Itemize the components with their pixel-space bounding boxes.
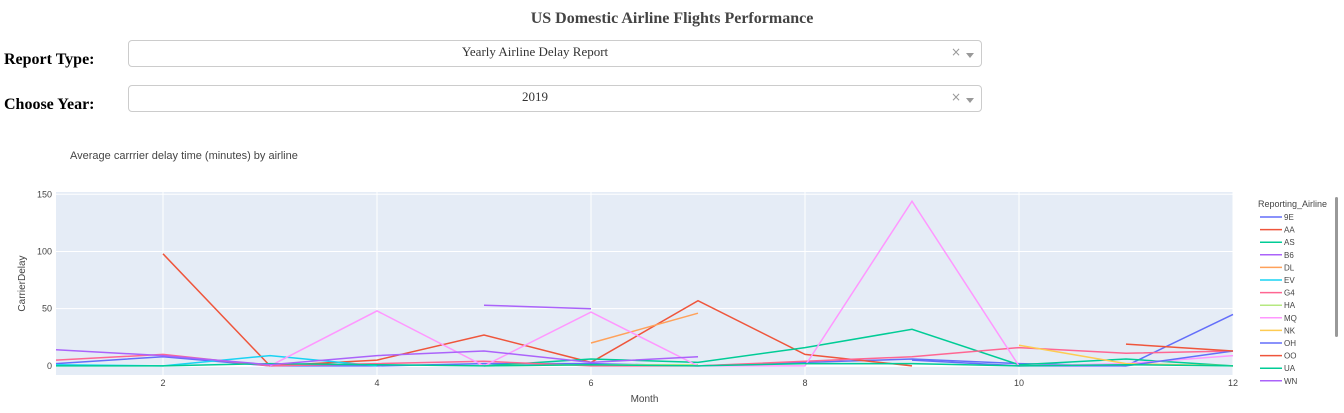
x-tick-label: 6 <box>588 378 593 388</box>
report-type-clear-icon[interactable]: × <box>950 45 961 59</box>
legend-item-ha: HA <box>1284 301 1296 310</box>
y-tick-label: 150 <box>37 189 52 199</box>
legend-item-oh: OH <box>1284 339 1296 348</box>
legend-scrollbar[interactable] <box>1335 197 1338 337</box>
legend-item-oo: OO <box>1284 352 1296 361</box>
x-tick-label: 2 <box>160 378 165 388</box>
series-line-wn <box>55 349 699 366</box>
report-type-label: Report Type: <box>4 51 95 68</box>
legend-title: Reporting_Airline <box>1258 199 1327 209</box>
legend-item-mq: MQ <box>1284 314 1297 323</box>
series-line-dl <box>590 312 699 344</box>
report-type-dropdown[interactable]: Yearly Airline Delay Report × <box>128 40 982 67</box>
legend-item-b6: B6 <box>1284 251 1294 260</box>
x-tick-label: 4 <box>374 378 379 388</box>
year-dropdown[interactable]: 2019 × <box>128 85 982 112</box>
y-tick-label: 50 <box>42 304 52 314</box>
y-tick-label: 0 <box>47 361 52 371</box>
x-tick-label: 8 <box>802 378 807 388</box>
year-clear-icon[interactable]: × <box>950 90 961 104</box>
x-tick-label: 10 <box>1014 378 1024 388</box>
report-type-chevron-down-icon[interactable] <box>966 53 974 58</box>
legend-item-as: AS <box>1284 238 1295 247</box>
page-title: US Domestic Airline Flights Performance <box>530 10 814 27</box>
series-line-oo <box>1125 343 1234 352</box>
plot-background <box>56 192 1233 375</box>
report-type-value: Yearly Airline Delay Report <box>461 44 609 59</box>
legend-item-aa: AA <box>1284 226 1295 235</box>
year-label: Choose Year: <box>4 96 95 113</box>
legend-item-g4: G4 <box>1284 289 1295 298</box>
year-chevron-down-icon[interactable] <box>966 98 974 103</box>
legend-item-9e: 9E <box>1284 213 1294 222</box>
legend-item-ua: UA <box>1284 364 1296 373</box>
x-axis-label: Month <box>631 394 659 405</box>
series-line-ua <box>56 362 1234 367</box>
y-axis-label: CarrierDelay <box>17 255 28 311</box>
y-tick-label: 100 <box>37 246 52 256</box>
x-tick-label: 12 <box>1228 378 1238 388</box>
legend-item-wn: WN <box>1284 377 1298 386</box>
legend-item-ev: EV <box>1284 276 1295 285</box>
legend-item-dl: DL <box>1284 263 1295 272</box>
chart-title: Average carrrier delay time (minutes) by… <box>70 150 298 162</box>
year-value: 2019 <box>522 89 548 104</box>
legend-item-nk: NK <box>1284 326 1296 335</box>
series-line-b6 <box>483 304 592 310</box>
